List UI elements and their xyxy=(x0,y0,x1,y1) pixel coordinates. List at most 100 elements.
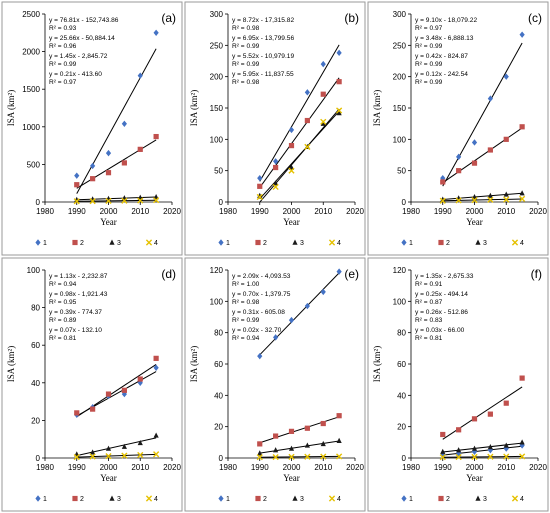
equation-label: y = 8.72x - 17,315.82 xyxy=(232,17,294,24)
point-series-2 xyxy=(273,164,279,171)
point-series-4 xyxy=(153,197,160,204)
legend-label-3: 3 xyxy=(117,240,121,247)
point-series-2 xyxy=(257,441,263,447)
trend-line-2 xyxy=(442,386,523,440)
point-series-2 xyxy=(90,406,96,412)
legend: 1 2 3 4 xyxy=(35,495,158,503)
point-series-3 xyxy=(487,444,493,450)
r-squared-label: R² = 0.98 xyxy=(232,299,260,306)
y-tick-label: 20 xyxy=(397,423,406,432)
point-series-4 xyxy=(73,198,80,205)
point-series-4 xyxy=(288,167,295,174)
trend-line-1 xyxy=(259,272,340,356)
point-series-1 xyxy=(153,364,159,371)
point-series-1 xyxy=(304,302,310,310)
point-series-2 xyxy=(519,124,525,130)
legend-marker-4 xyxy=(145,239,153,246)
point-series-1 xyxy=(90,162,96,170)
trend-line-4 xyxy=(259,455,340,458)
point-series-4 xyxy=(73,453,80,461)
r-squared-label: R² = 0.99 xyxy=(415,79,443,86)
point-series-4 xyxy=(304,143,311,150)
point-series-1 xyxy=(257,352,263,360)
y-tick-label: 250 xyxy=(210,41,224,50)
x-tick-label: 1990 xyxy=(434,463,452,472)
y-tick-label: 1500 xyxy=(22,85,40,94)
legend-marker-3 xyxy=(292,495,298,501)
equation-label: y = 0.21x - 413.60 xyxy=(49,71,102,78)
point-series-4 xyxy=(455,197,462,204)
point-series-2 xyxy=(320,91,326,97)
point-series-1 xyxy=(288,316,295,324)
point-series-1 xyxy=(74,172,80,179)
point-series-1 xyxy=(273,158,279,165)
legend-marker-1 xyxy=(218,495,224,502)
point-series-4 xyxy=(471,197,478,204)
r-squared-label: R² = 0.95 xyxy=(49,299,77,306)
point-series-1 xyxy=(304,89,310,96)
point-series-3 xyxy=(273,447,279,453)
trend-line-2 xyxy=(259,416,340,444)
point-series-2 xyxy=(487,411,493,417)
r-squared-label: R² = 0.87 xyxy=(415,299,443,306)
x-tick-label: 2020 xyxy=(163,463,181,472)
y-tick-label: 40 xyxy=(31,379,40,388)
panel-label: (c) xyxy=(528,11,542,25)
legend: 1 2 3 4 xyxy=(218,495,341,503)
x-tick-label: 2020 xyxy=(163,207,181,216)
r-squared-label: R² = 0.81 xyxy=(49,335,77,342)
trend-line-3 xyxy=(76,437,157,457)
legend-marker-2 xyxy=(255,495,261,502)
point-series-4 xyxy=(487,453,494,460)
trend-line-2 xyxy=(76,139,157,189)
point-series-4 xyxy=(153,451,160,458)
r-squared-label: R² = 0.97 xyxy=(415,25,443,32)
legend-label-2: 2 xyxy=(446,240,450,247)
point-series-2 xyxy=(153,133,159,140)
y-axis-title: ISA (km²) xyxy=(372,346,382,382)
point-series-4 xyxy=(105,453,112,460)
point-series-2 xyxy=(304,425,310,431)
equation-label: y = 9.10x - 18,079.22 xyxy=(415,17,477,24)
point-series-2 xyxy=(320,420,326,427)
point-series-3 xyxy=(456,447,462,453)
equation-label: y = 1.13x - 2,232.87 xyxy=(49,273,108,280)
point-series-2 xyxy=(471,416,478,422)
panel-4: 0 20 40 60 80 100 1980 1990 2000 2010 2020 Year ISA … xyxy=(1,257,183,512)
point-series-4 xyxy=(503,196,510,203)
trend-line-1 xyxy=(442,42,523,187)
point-series-4 xyxy=(487,196,494,203)
point-series-3 xyxy=(304,442,310,448)
y-tick-label: 0 xyxy=(402,198,407,207)
point-series-2 xyxy=(503,136,509,142)
x-tick-label: 1980 xyxy=(36,207,54,216)
x-axis-title: Year xyxy=(466,473,483,483)
panel-5: 0 20 40 60 80 100 120 1980 1990 2000 2010 2020 Year I… xyxy=(184,257,366,512)
x-tick-label: 2010 xyxy=(497,207,515,216)
y-tick-label: 60 xyxy=(214,360,223,369)
y-tick-label: 200 xyxy=(210,73,224,82)
equation-label: y = 0.03x - 66.00 xyxy=(415,327,465,334)
point-series-1 xyxy=(137,72,143,79)
x-tick-label: 1990 xyxy=(251,463,269,472)
panel-frame xyxy=(367,1,549,256)
point-series-1 xyxy=(336,49,342,57)
point-series-4 xyxy=(471,453,478,460)
point-series-1 xyxy=(320,288,326,296)
point-series-4 xyxy=(336,453,343,460)
x-tick-label: 1980 xyxy=(402,207,420,216)
y-tick-label: 0 xyxy=(36,454,41,463)
point-series-4 xyxy=(105,197,112,205)
point-series-3 xyxy=(487,192,493,198)
r-squared-label: R² = 0.94 xyxy=(49,281,77,288)
legend-label-1: 1 xyxy=(226,496,230,503)
y-tick-label: 150 xyxy=(393,104,407,113)
panel-label: (e) xyxy=(344,267,359,281)
point-series-4 xyxy=(89,198,96,205)
point-series-3 xyxy=(519,190,525,196)
x-axis-title: Year xyxy=(100,217,117,227)
legend-marker-1 xyxy=(401,239,407,246)
point-series-2 xyxy=(440,431,446,438)
r-squared-label: R² = 0.97 xyxy=(49,79,77,86)
legend-label-4: 4 xyxy=(337,240,341,247)
